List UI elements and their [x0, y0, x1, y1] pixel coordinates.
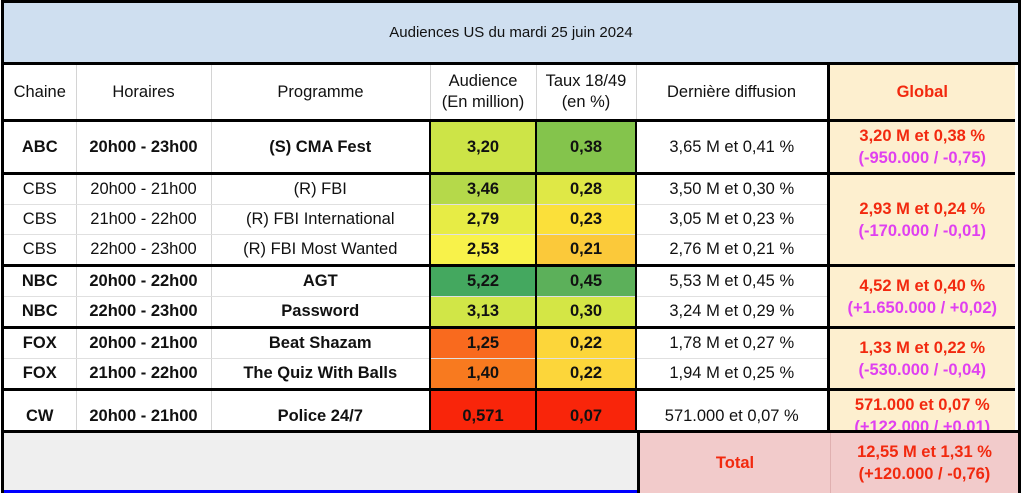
programme-cell: (S) CMA Fest — [210, 120, 431, 175]
global-cell: 2,93 M et 0,24 % (-170.000 / -0,01) — [826, 173, 1015, 267]
derniere-diffusion-cell: 1,94 M et 0,25 % — [635, 358, 829, 391]
derniere-diffusion-cell: 3,05 M et 0,23 % — [635, 204, 829, 235]
audience-cell: 3,13 — [429, 296, 537, 329]
audience-table: Chaine Horaires Programme Audience (En m… — [4, 65, 1015, 444]
total-divider — [4, 430, 1018, 433]
table-row: NBC 22h00 - 23h00 Password 3,13 0,30 3,24 M e… — [4, 296, 1015, 329]
global-delta-line: (-950.000 / -0,75) — [858, 149, 987, 167]
header-taux-line1: Taux 18/49 — [545, 72, 627, 90]
global-delta-line: (-530.000 / -0,04) — [858, 360, 987, 379]
table-row: FOX 20h00 - 21h00 Beat Shazam 1,25 0,22 1,78 … — [4, 327, 1015, 391]
chaine-cell: FOX — [4, 358, 77, 391]
header-derniere-diffusion: Dernière diffusion — [635, 65, 829, 122]
header-chaine: Chaine — [4, 65, 77, 122]
programme-cell: (R) FBI International — [210, 204, 431, 235]
audience-cell: 2,79 — [429, 204, 537, 235]
horaires-cell: 20h00 - 22h00 — [75, 265, 212, 297]
header-audience-line1: Audience — [448, 72, 518, 90]
global-delta-line: (+1.650.000 / +0,02) — [847, 298, 998, 317]
taux-cell: 0,21 — [535, 234, 637, 267]
taux-cell: 0,22 — [535, 358, 637, 391]
table-row: CBS 21h00 - 22h00 (R) FBI International 2,7… — [4, 204, 1015, 235]
global-cell: 3,20 M et 0,38 % (-950.000 / -0,75) — [826, 120, 1015, 175]
programme-cell: The Quiz With Balls — [210, 358, 431, 391]
total-empty-area — [4, 433, 637, 493]
programme-cell: (R) FBI Most Wanted — [210, 234, 431, 267]
chaine-cell: NBC — [4, 265, 77, 297]
audience-cell: 3,46 — [429, 173, 537, 205]
global-cell: 1,33 M et 0,22 % (-530.000 / -0,04) — [826, 327, 1015, 391]
programme-cell: Password — [210, 296, 431, 329]
audience-cell: 1,25 — [429, 327, 537, 359]
total-row: Total 12,55 M et 1,31 % (+120.000 / -0,7… — [4, 433, 1018, 493]
horaires-cell: 20h00 - 21h00 — [75, 173, 212, 205]
total-value-line1: 12,55 M et 1,31 % — [857, 443, 992, 461]
horaires-cell: 22h00 - 23h00 — [75, 296, 212, 329]
taux-cell: 0,38 — [535, 120, 637, 175]
table-row: FOX 21h00 - 22h00 The Quiz With Balls 1,40 0… — [4, 358, 1015, 391]
total-value-line2: (+120.000 / -0,76) — [858, 465, 991, 483]
audience-cell: 2,53 — [429, 234, 537, 267]
audience-cell: 5,22 — [429, 265, 537, 297]
header-global: Global — [826, 65, 1015, 122]
derniere-diffusion-cell: 3,24 M et 0,29 % — [635, 296, 829, 329]
taux-cell: 0,30 — [535, 296, 637, 329]
horaires-cell: 21h00 - 22h00 — [75, 204, 212, 235]
chaine-cell: FOX — [4, 327, 77, 359]
global-delta-line: (-170.000 / -0,01) — [858, 221, 987, 240]
derniere-diffusion-cell: 2,76 M et 0,21 % — [635, 234, 829, 267]
chaine-cell: CBS — [4, 204, 77, 235]
header-audience: Audience (En million) — [429, 65, 537, 122]
header-horaires: Horaires — [75, 65, 212, 122]
global-total-line: 571.000 et 0,07 % — [854, 396, 990, 414]
derniere-diffusion-cell: 3,50 M et 0,30 % — [635, 173, 829, 205]
programme-cell: AGT — [210, 265, 431, 297]
horaires-cell: 20h00 - 23h00 — [75, 120, 212, 175]
horaires-cell: 22h00 - 23h00 — [75, 234, 212, 267]
global-cell: 4,52 M et 0,40 % (+1.650.000 / +0,02) — [826, 265, 1015, 329]
taux-cell: 0,28 — [535, 173, 637, 205]
programme-cell: Beat Shazam — [210, 327, 431, 359]
total-value: 12,55 M et 1,31 % (+120.000 / -0,76) — [831, 433, 1018, 493]
header-programme: Programme — [210, 65, 431, 122]
chaine-cell: NBC — [4, 296, 77, 329]
header-taux: Taux 18/49 (en %) — [535, 65, 637, 122]
global-total-line: 3,20 M et 0,38 % — [859, 127, 986, 145]
taux-cell: 0,22 — [535, 327, 637, 359]
total-label: Total — [637, 433, 831, 493]
header-audience-line2: (En million) — [441, 93, 525, 111]
global-total-line: 1,33 M et 0,22 % — [859, 338, 986, 357]
taux-cell: 0,45 — [535, 265, 637, 297]
taux-cell: 0,23 — [535, 204, 637, 235]
horaires-cell: 21h00 - 22h00 — [75, 358, 212, 391]
chaine-cell: CBS — [4, 173, 77, 205]
audience-cell: 1,40 — [429, 358, 537, 391]
derniere-diffusion-cell: 1,78 M et 0,27 % — [635, 327, 829, 359]
table-row: CBS 20h00 - 21h00 (R) FBI 3,46 0,28 3,50 M et… — [4, 173, 1015, 267]
chaine-cell: CBS — [4, 234, 77, 267]
derniere-diffusion-cell: 3,65 M et 0,41 % — [635, 120, 829, 175]
header-row: Chaine Horaires Programme Audience (En m… — [4, 65, 1015, 122]
table-row: ABC 20h00 - 23h00 (S) CMA Fest 3,20 0,38 3,65… — [4, 120, 1015, 175]
header-taux-line2: (en %) — [561, 93, 611, 111]
global-total-line: 2,93 M et 0,24 % — [859, 199, 986, 218]
horaires-cell: 20h00 - 21h00 — [75, 327, 212, 359]
chaine-cell: ABC — [4, 120, 77, 175]
table-row: CBS 22h00 - 23h00 (R) FBI Most Wanted 2,53 0… — [4, 234, 1015, 267]
audience-cell: 3,20 — [429, 120, 537, 175]
table-row: NBC 20h00 - 22h00 AGT 5,22 0,45 5,53 M et 0,4… — [4, 265, 1015, 329]
global-total-line: 4,52 M et 0,40 % — [859, 276, 986, 295]
table-title: Audiences US du mardi 25 juin 2024 — [4, 3, 1018, 65]
derniere-diffusion-cell: 5,53 M et 0,45 % — [635, 265, 829, 297]
programme-cell: (R) FBI — [210, 173, 431, 205]
